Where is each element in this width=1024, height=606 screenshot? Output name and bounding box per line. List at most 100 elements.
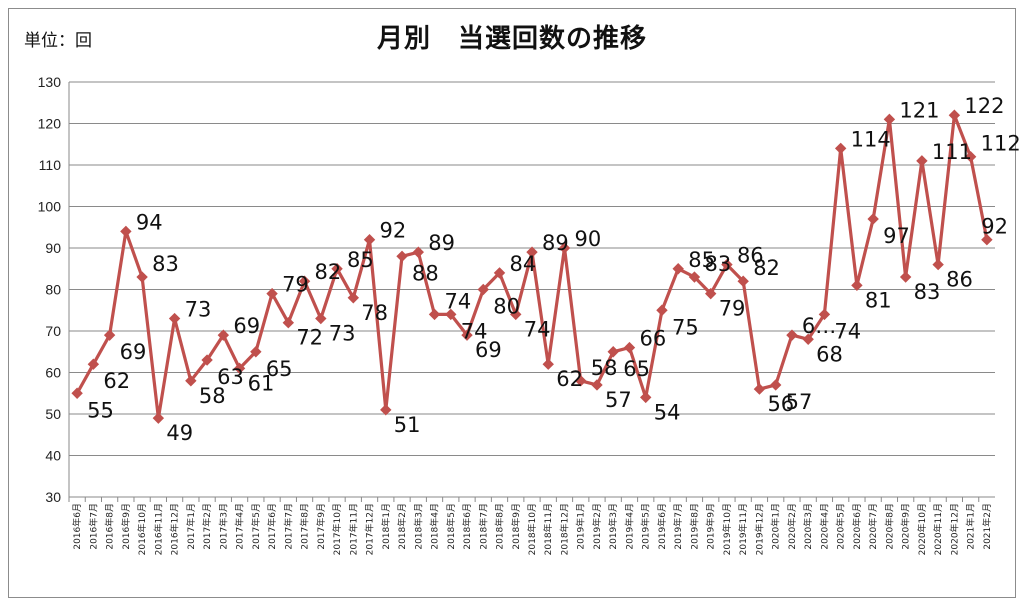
x-tick-label: 2019年8月	[688, 503, 700, 550]
x-tick-label: 2016年7月	[87, 503, 99, 550]
data-label: 85	[347, 248, 374, 272]
data-label: 55	[87, 398, 114, 422]
x-tick-label: 2018年12月	[558, 503, 570, 555]
data-point	[688, 271, 701, 283]
data-label: 114	[851, 127, 891, 151]
data-label: 57	[605, 388, 632, 412]
x-tick-label: 2016年9月	[120, 503, 132, 550]
data-point	[380, 404, 392, 416]
data-point	[932, 258, 944, 271]
data-labels: 5562699483497358636961657972827385789251…	[87, 94, 1021, 445]
x-tick-label: 2020年6月	[851, 503, 863, 550]
data-label: 74	[445, 289, 472, 313]
x-tick-label: 2020年5月	[835, 503, 847, 550]
data-point	[916, 155, 928, 167]
data-label: 78	[361, 301, 388, 325]
x-tick-label: 2019年9月	[705, 503, 717, 550]
x-tick-label: 2017年9月	[315, 503, 327, 550]
data-point	[477, 283, 489, 296]
data-point	[363, 233, 376, 246]
data-label: 73	[329, 322, 356, 346]
data-point	[396, 250, 408, 263]
data-label: 122	[964, 94, 1004, 118]
data-point	[769, 379, 782, 391]
data-label: 69	[475, 338, 502, 362]
data-label: 83	[914, 280, 941, 304]
data-point	[233, 362, 246, 375]
data-point	[136, 271, 148, 283]
data-point	[120, 225, 132, 238]
x-tick-label: 2018年11月	[542, 503, 554, 555]
x-tick-label: 2016年6月	[71, 503, 83, 550]
x-tick-label: 2017年2月	[201, 503, 213, 550]
data-label: 112	[981, 132, 1021, 156]
x-tick-label: 2020年4月	[818, 503, 830, 550]
data-point	[103, 329, 116, 341]
x-tick-label: 2019年6月	[656, 503, 668, 550]
data-point	[818, 308, 831, 321]
data-point	[575, 375, 587, 387]
x-tick-label: 2017年4月	[234, 503, 246, 550]
data-label: 69	[120, 340, 147, 364]
y-tick-label: 100	[38, 199, 62, 215]
x-tick-label: 2020年8月	[883, 503, 895, 550]
data-label: 80	[493, 295, 520, 319]
data-label: 92	[981, 215, 1008, 239]
data-point	[558, 242, 571, 254]
x-tick-label: 2020年3月	[802, 503, 814, 550]
data-point	[445, 308, 457, 321]
x-tick-label: 2019年12月	[753, 503, 765, 555]
data-point	[71, 387, 83, 399]
data-label: 73	[185, 298, 212, 322]
data-label: 121	[899, 98, 939, 122]
y-tick-label: 60	[45, 365, 61, 381]
data-point	[640, 391, 652, 404]
data-label: 79	[282, 273, 309, 297]
x-tick-label: 2018年10月	[526, 503, 538, 555]
data-label: 92	[380, 219, 407, 243]
data-point	[412, 246, 424, 258]
data-label: 94	[136, 210, 163, 234]
y-tick-label: 110	[39, 157, 62, 173]
x-tick-label: 2017年10月	[331, 503, 343, 555]
data-point	[883, 113, 896, 126]
data-point	[87, 358, 100, 370]
y-tick-label: 70	[45, 323, 61, 339]
data-label: 54	[654, 400, 681, 424]
y-tick-label: 90	[45, 240, 61, 256]
data-point	[331, 263, 343, 275]
data-label: 57	[786, 390, 813, 414]
data-label: 86	[946, 268, 973, 292]
x-tick-label: 2017年6月	[266, 503, 278, 550]
data-point	[981, 233, 993, 246]
y-tick-label: 120	[38, 116, 62, 132]
data-label: 61	[248, 371, 275, 395]
data-label: 84	[510, 252, 537, 276]
data-label: 82	[315, 260, 342, 284]
data-point	[656, 304, 668, 316]
data-point	[851, 279, 863, 292]
data-point	[510, 308, 522, 321]
data-point	[152, 412, 165, 424]
data-label: 89	[428, 231, 455, 255]
data-label: 51	[394, 413, 421, 437]
x-tick-label: 2021年2月	[981, 503, 993, 550]
data-label: 90	[574, 227, 601, 251]
data-point	[250, 346, 262, 358]
data-label: 68	[816, 342, 843, 366]
data-point	[721, 258, 733, 271]
data-point	[347, 292, 360, 304]
y-axis: 30 40 50 60 70 80 90 100 110 120 130	[38, 74, 70, 505]
x-tick-label: 2017年1月	[185, 503, 197, 550]
data-label: 74	[834, 319, 861, 343]
data-label: 6…	[802, 314, 836, 338]
data-label: 62	[103, 369, 130, 393]
data-label: 89	[542, 231, 569, 255]
data-label: 74	[461, 319, 488, 343]
x-tick-label: 2019年7月	[672, 503, 684, 550]
data-point	[542, 358, 554, 370]
data-label: 65	[266, 357, 293, 381]
data-point	[428, 308, 441, 321]
data-label: 75	[672, 315, 699, 339]
